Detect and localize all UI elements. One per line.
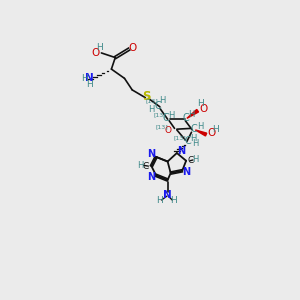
Text: S: S — [142, 90, 150, 103]
Text: C: C — [188, 156, 194, 165]
Text: H: H — [157, 196, 163, 205]
Text: H: H — [81, 74, 88, 83]
Text: [13]: [13] — [146, 98, 159, 103]
Text: H: H — [192, 155, 199, 164]
Text: H: H — [148, 105, 154, 114]
Text: C: C — [163, 113, 170, 123]
Text: N: N — [163, 190, 172, 200]
Text: H: H — [86, 80, 93, 89]
Text: O: O — [129, 43, 137, 53]
Text: H: H — [170, 196, 177, 205]
Text: C: C — [183, 113, 190, 123]
Text: H: H — [190, 134, 197, 143]
Polygon shape — [187, 110, 199, 118]
Text: N: N — [147, 149, 155, 159]
Text: N: N — [182, 167, 190, 177]
Text: O: O — [207, 128, 216, 138]
Text: O: O — [164, 126, 171, 135]
Text: [13]: [13] — [154, 112, 166, 117]
Text: H: H — [168, 111, 175, 120]
Text: C: C — [184, 136, 191, 146]
Text: O: O — [199, 104, 207, 114]
Text: [13]: [13] — [174, 135, 186, 140]
Polygon shape — [195, 130, 207, 136]
Text: O: O — [92, 48, 100, 58]
Text: H: H — [97, 43, 103, 52]
Text: H: H — [212, 125, 219, 134]
Text: N: N — [85, 73, 94, 83]
Text: H: H — [159, 96, 165, 105]
Text: N: N — [147, 172, 155, 182]
Text: H: H — [197, 122, 203, 130]
Text: C: C — [155, 101, 162, 111]
Text: H: H — [137, 161, 144, 170]
Text: H: H — [188, 110, 195, 119]
Text: H: H — [192, 139, 199, 148]
Text: H: H — [197, 99, 204, 108]
Text: C: C — [190, 124, 197, 134]
Text: C: C — [143, 162, 149, 171]
Text: N: N — [177, 146, 185, 157]
Text: [13]: [13] — [155, 124, 168, 129]
